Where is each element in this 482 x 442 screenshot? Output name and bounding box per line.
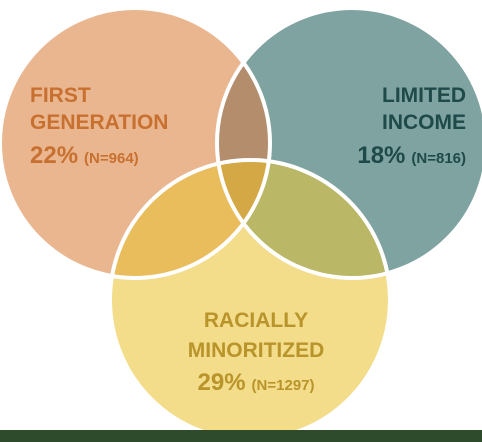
overlap-first-racial bbox=[110, 160, 270, 278]
label-first-generation: FIRST GENERATION 22% (N=964) bbox=[30, 84, 168, 169]
label-racially-minoritized: RACIALLY MINORITIZED 29% (N=1297) bbox=[188, 309, 325, 396]
outline bbox=[215, 6, 482, 280]
percent: 22% bbox=[30, 142, 78, 169]
set-stat: 29% (N=1297) bbox=[198, 369, 315, 396]
label-limited-income: LIMITED INCOME 18% (N=816) bbox=[357, 84, 466, 169]
percent: 29% bbox=[198, 369, 246, 396]
set-label: FIRST bbox=[30, 84, 91, 107]
footer-bar bbox=[0, 430, 482, 442]
outline bbox=[0, 6, 272, 280]
set-stat: 22% (N=964) bbox=[30, 142, 139, 169]
set-stat: 18% (N=816) bbox=[357, 142, 466, 169]
set-label: LIMITED bbox=[382, 84, 466, 107]
count: (N=964) bbox=[84, 150, 139, 167]
set-label: GENERATION bbox=[30, 111, 168, 134]
count: (N=816) bbox=[411, 150, 466, 167]
count: (N=1297) bbox=[252, 377, 315, 394]
overlap-income-racial bbox=[217, 160, 390, 278]
set-label: INCOME bbox=[382, 111, 466, 134]
set-label: RACIALLY bbox=[204, 309, 308, 332]
set-label: MINORITIZED bbox=[188, 339, 325, 362]
percent: 18% bbox=[357, 142, 405, 169]
